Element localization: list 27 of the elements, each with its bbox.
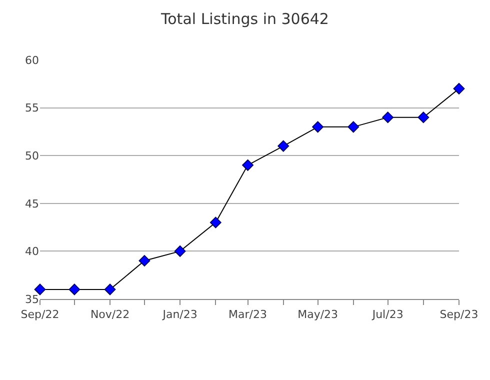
- point: [312, 121, 324, 133]
- x-tick-label: Sep/22: [20, 308, 60, 322]
- point: [174, 246, 186, 257]
- y-tick-label: 55: [25, 102, 39, 115]
- point: [68, 284, 80, 296]
- y-tick-label: 35: [25, 292, 39, 306]
- x-tick-label: Jan/23: [162, 308, 198, 322]
- point: [418, 112, 430, 124]
- x-tick-label: Nov/22: [90, 308, 130, 322]
- point: [242, 159, 254, 171]
- point: [34, 284, 46, 296]
- point: [382, 112, 394, 124]
- point: [210, 216, 222, 228]
- point: [104, 284, 116, 296]
- x-tick-label: Jul/23: [371, 308, 404, 322]
- point: [138, 255, 150, 266]
- point: [453, 82, 465, 94]
- point: [278, 140, 290, 152]
- x-tick-label: Mar/23: [228, 308, 268, 322]
- y-tick-label: 50: [25, 149, 39, 162]
- y-tick-label: 40: [25, 245, 39, 258]
- x-tick-label: May/23: [298, 308, 338, 322]
- y-tick-label: 60: [25, 54, 39, 67]
- x-tick-label: Sep/23: [440, 308, 478, 322]
- point: [348, 121, 360, 133]
- y-tick-label: 45: [25, 197, 39, 210]
- chart-title: Total Listings in 30642: [160, 10, 329, 28]
